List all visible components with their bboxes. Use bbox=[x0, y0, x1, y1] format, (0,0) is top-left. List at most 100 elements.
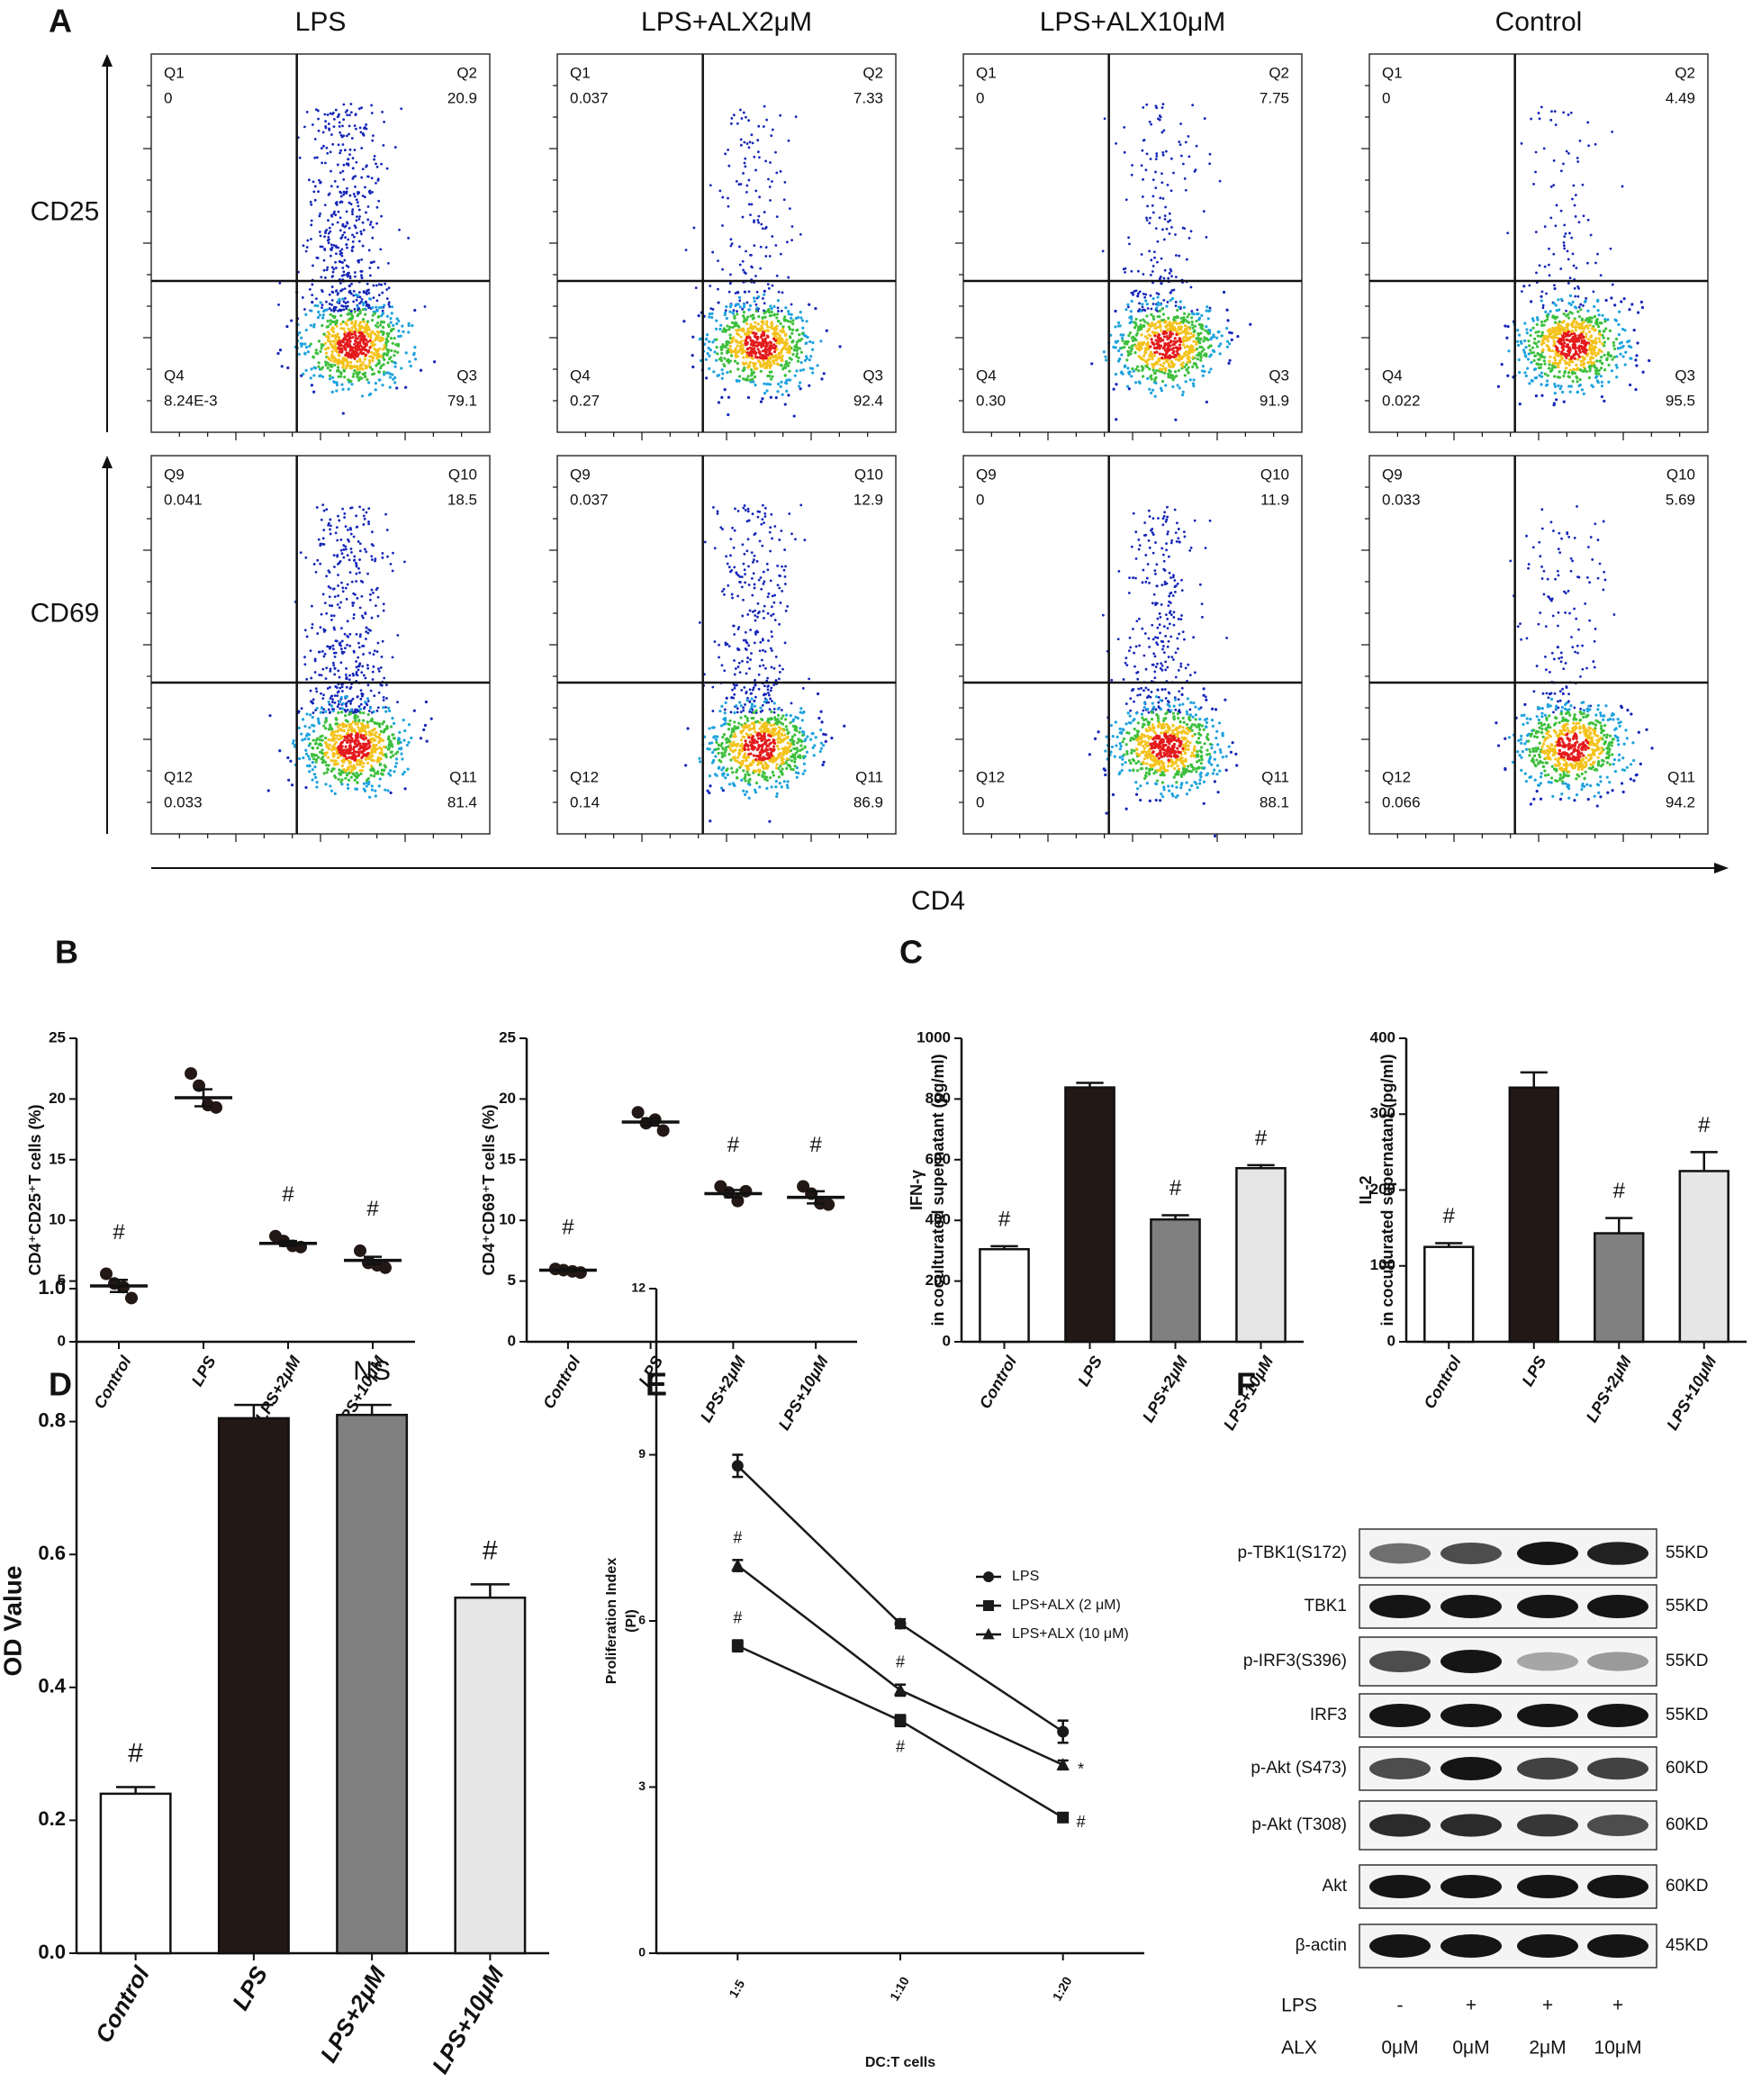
event-dot bbox=[730, 339, 735, 343]
event-dot bbox=[311, 716, 314, 720]
event-dot bbox=[1567, 151, 1570, 155]
event-dot bbox=[433, 360, 437, 364]
event-dot bbox=[1593, 363, 1596, 367]
event-dot bbox=[728, 310, 732, 313]
event-dot bbox=[337, 353, 340, 357]
event-dot bbox=[796, 359, 800, 363]
event-dot bbox=[312, 738, 315, 742]
event-dot bbox=[1529, 348, 1532, 352]
event-dot bbox=[329, 723, 332, 727]
event-dot bbox=[375, 588, 378, 592]
event-dot bbox=[1161, 197, 1165, 200]
event-dot bbox=[343, 231, 346, 234]
event-dot bbox=[393, 765, 397, 768]
event-dot bbox=[376, 706, 380, 710]
event-dot bbox=[1613, 318, 1617, 321]
event-dot bbox=[344, 236, 347, 240]
event-dot bbox=[354, 320, 357, 323]
event-dot bbox=[1225, 339, 1230, 343]
event-dot bbox=[1571, 252, 1575, 256]
event-dot bbox=[772, 361, 776, 366]
event-dot bbox=[1528, 344, 1531, 348]
event-dot bbox=[378, 777, 382, 781]
event-dot bbox=[317, 365, 321, 368]
event-dot bbox=[379, 683, 383, 686]
event-dot bbox=[332, 767, 336, 771]
event-dot bbox=[1573, 357, 1576, 360]
event-dot bbox=[369, 720, 373, 723]
event-dot bbox=[1141, 149, 1144, 152]
event-dot bbox=[1552, 402, 1556, 405]
panel-label: A bbox=[49, 3, 72, 40]
event-dot bbox=[372, 134, 375, 137]
event-dot bbox=[1160, 356, 1164, 360]
event-dot bbox=[1123, 342, 1127, 346]
event-dot bbox=[1567, 385, 1571, 388]
event-dot bbox=[1162, 361, 1166, 365]
event-dot bbox=[1624, 350, 1628, 354]
event-dot bbox=[361, 132, 365, 135]
event-dot bbox=[1160, 307, 1164, 311]
event-dot bbox=[328, 595, 331, 599]
event-dot bbox=[1537, 330, 1540, 333]
event-dot bbox=[387, 286, 391, 290]
event-dot bbox=[1151, 270, 1154, 273]
event-dot bbox=[1159, 336, 1162, 340]
event-dot bbox=[759, 335, 763, 339]
event-dot bbox=[775, 341, 779, 345]
event-dot bbox=[1533, 367, 1538, 371]
event-dot bbox=[788, 335, 792, 339]
event-dot bbox=[342, 544, 346, 547]
event-dot bbox=[790, 239, 793, 241]
event-dot bbox=[1173, 370, 1178, 374]
event-dot bbox=[371, 139, 375, 142]
event-dot bbox=[1619, 352, 1622, 356]
event-dot bbox=[366, 664, 369, 667]
event-dot bbox=[337, 725, 340, 729]
event-dot bbox=[1524, 345, 1528, 349]
event-dot bbox=[1187, 371, 1190, 375]
event-dot bbox=[1136, 310, 1140, 312]
event-dot bbox=[1555, 309, 1558, 312]
event-dot bbox=[341, 267, 345, 269]
event-dot bbox=[366, 320, 370, 323]
event-dot bbox=[1541, 348, 1545, 351]
event-dot bbox=[376, 614, 380, 618]
event-dot bbox=[1130, 299, 1133, 303]
quadrant-value: 0.27 bbox=[570, 392, 600, 409]
event-dot bbox=[1600, 380, 1603, 384]
event-dot bbox=[305, 677, 309, 681]
event-dot bbox=[316, 304, 320, 308]
event-dot bbox=[337, 690, 340, 693]
event-dot bbox=[1596, 351, 1600, 355]
event-dot bbox=[1185, 344, 1189, 348]
event-dot bbox=[803, 358, 808, 362]
event-dot bbox=[771, 235, 774, 238]
event-dot bbox=[787, 394, 790, 397]
event-dot bbox=[328, 743, 331, 747]
event-dot bbox=[339, 171, 342, 175]
event-dot bbox=[382, 370, 386, 374]
event-dot bbox=[394, 757, 399, 761]
event-dot bbox=[1212, 335, 1216, 339]
event-dot bbox=[386, 789, 390, 792]
event-dot bbox=[328, 377, 332, 381]
quadrant-name: Q4 bbox=[570, 367, 591, 384]
event-dot bbox=[739, 138, 743, 141]
event-dot bbox=[1586, 326, 1590, 330]
event-dot bbox=[1520, 141, 1523, 145]
event-dot bbox=[1174, 358, 1178, 361]
event-dot bbox=[1564, 232, 1567, 235]
event-dot bbox=[1579, 303, 1583, 306]
event-dot bbox=[763, 392, 767, 395]
event-dot bbox=[749, 253, 752, 257]
event-dot bbox=[366, 331, 369, 336]
event-dot bbox=[1641, 370, 1645, 374]
event-dot bbox=[1582, 366, 1586, 369]
event-dot bbox=[403, 729, 407, 733]
event-dot bbox=[346, 304, 349, 308]
event-dot bbox=[338, 561, 341, 565]
event-dot bbox=[1532, 358, 1536, 363]
event-dot bbox=[714, 327, 718, 330]
event-dot bbox=[1174, 316, 1178, 320]
